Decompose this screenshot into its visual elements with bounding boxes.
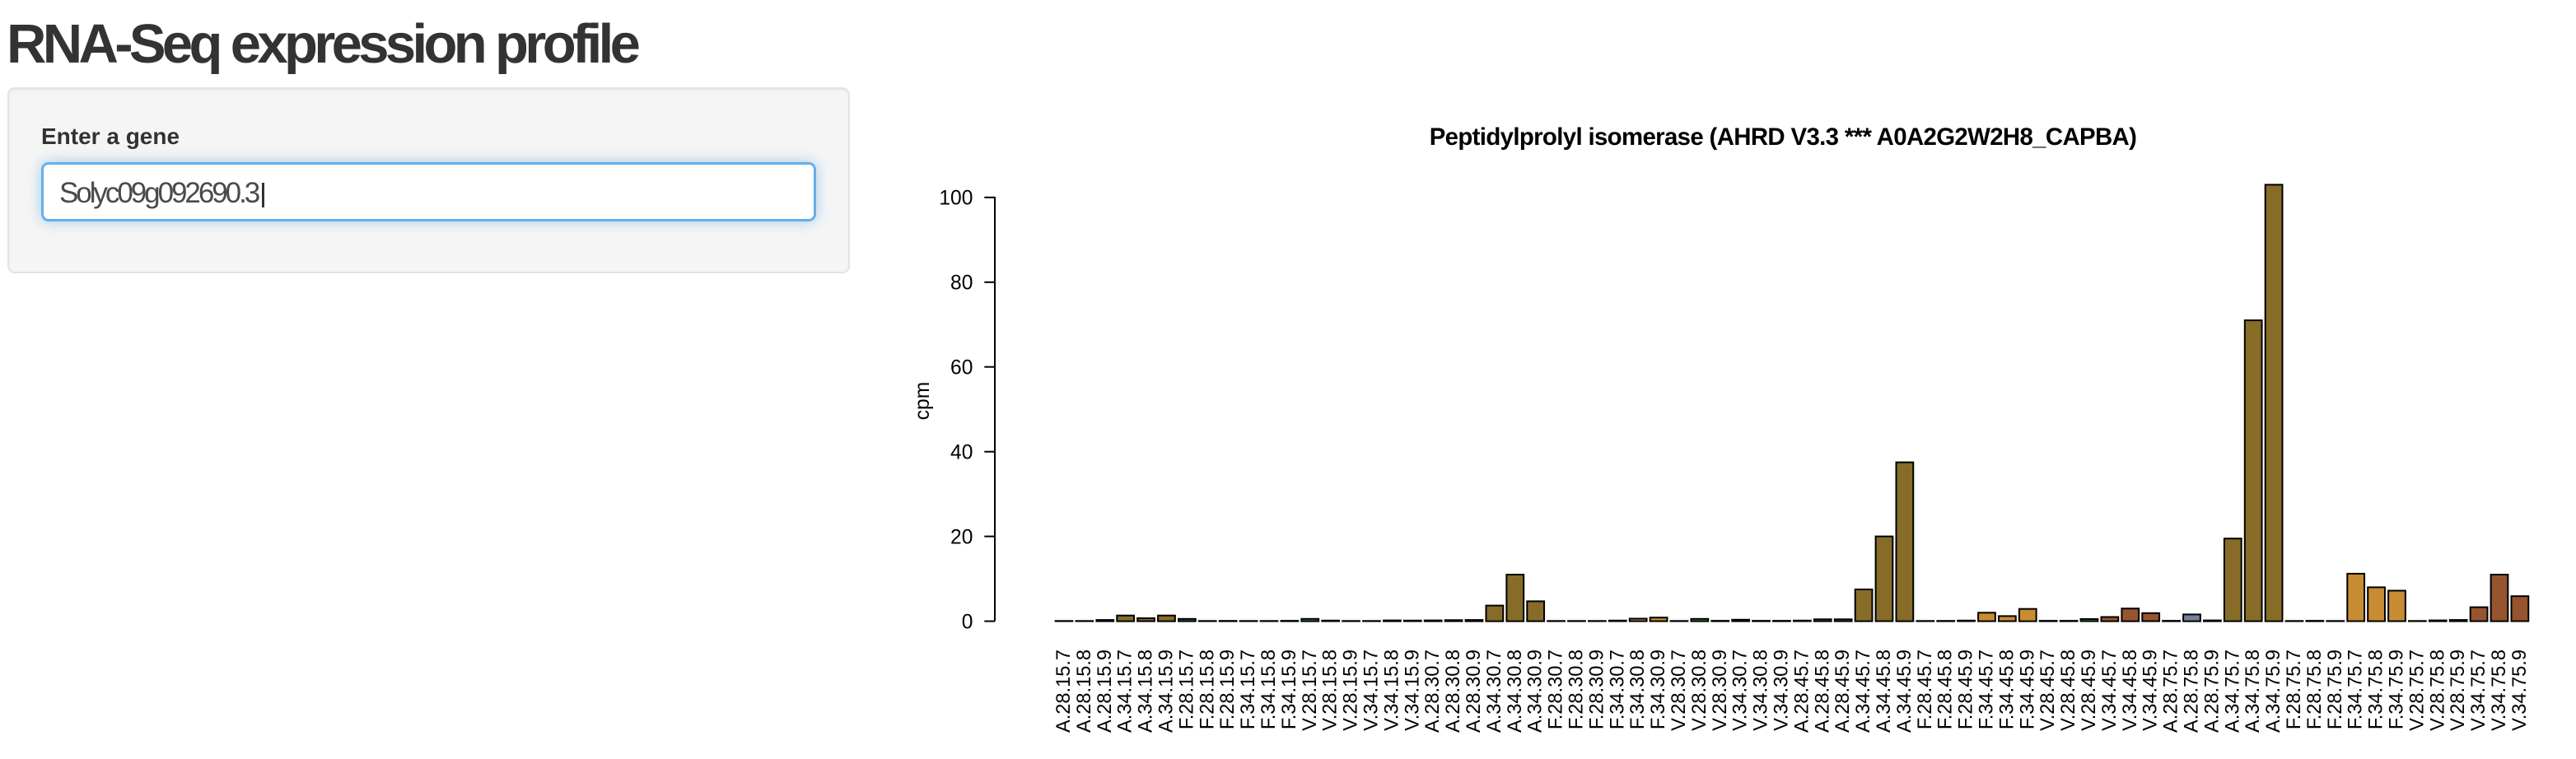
svg-text:F.28.45.9: F.28.45.9 xyxy=(1956,650,1977,729)
svg-text:V.34.45.9: V.34.45.9 xyxy=(2140,650,2162,731)
svg-text:A.34.75.8: A.34.75.8 xyxy=(2242,650,2264,733)
svg-text:A.34.45.7: A.34.45.7 xyxy=(1853,650,1874,733)
svg-text:V.34.75.9: V.34.75.9 xyxy=(2509,650,2531,731)
svg-text:V.34.75.7: V.34.75.7 xyxy=(2468,650,2490,731)
svg-text:A.28.75.8: A.28.75.8 xyxy=(2182,650,2203,733)
svg-text:A.28.30.9: A.28.30.9 xyxy=(1463,650,1485,733)
svg-text:V.28.15.9: V.28.15.9 xyxy=(1341,650,1362,731)
svg-text:F.28.45.7: F.28.45.7 xyxy=(1915,650,1936,729)
svg-text:F.34.15.7: F.34.15.7 xyxy=(1238,650,1259,729)
svg-text:F.34.30.8: F.34.30.8 xyxy=(1627,650,1649,729)
svg-text:60: 60 xyxy=(950,357,973,380)
svg-text:V.34.45.8: V.34.45.8 xyxy=(2120,650,2141,731)
svg-text:V.28.75.7: V.28.75.7 xyxy=(2406,650,2428,731)
svg-text:A.34.15.9: A.34.15.9 xyxy=(1156,650,1178,733)
svg-text:F.28.45.8: F.28.45.8 xyxy=(1935,650,1957,729)
svg-text:F.28.15.8: F.28.15.8 xyxy=(1197,650,1218,729)
svg-text:V.28.15.8: V.28.15.8 xyxy=(1320,650,1342,731)
svg-text:cpm: cpm xyxy=(912,382,934,420)
svg-text:A.28.45.8: A.28.45.8 xyxy=(1812,650,1833,733)
svg-text:V.28.30.8: V.28.30.8 xyxy=(1689,650,1710,731)
svg-text:V.28.45.9: V.28.45.9 xyxy=(2079,650,2100,731)
svg-text:A.28.15.9: A.28.15.9 xyxy=(1094,650,1116,733)
svg-text:F.34.15.8: F.34.15.8 xyxy=(1258,650,1280,729)
svg-text:100: 100 xyxy=(939,188,973,210)
svg-text:F.28.15.7: F.28.15.7 xyxy=(1176,650,1197,729)
svg-text:V.34.30.9: V.34.30.9 xyxy=(1771,650,1793,731)
svg-text:A.28.15.7: A.28.15.7 xyxy=(1053,650,1075,733)
svg-text:F.28.30.7: F.28.30.7 xyxy=(1546,650,1567,729)
svg-text:F.28.75.7: F.28.75.7 xyxy=(2284,650,2305,729)
svg-text:Peptidylprolyl isomerase (AHRD: Peptidylprolyl isomerase (AHRD V3.3 *** … xyxy=(1430,123,2137,151)
svg-text:V.34.45.7: V.34.45.7 xyxy=(2099,650,2121,731)
svg-text:A.28.30.7: A.28.30.7 xyxy=(1422,650,1444,733)
svg-text:V.28.45.8: V.28.45.8 xyxy=(2058,650,2079,731)
svg-text:A.34.30.7: A.34.30.7 xyxy=(1484,650,1505,733)
svg-text:A.28.75.9: A.28.75.9 xyxy=(2201,650,2223,733)
svg-text:F.28.30.9: F.28.30.9 xyxy=(1586,650,1608,729)
svg-text:A.28.30.8: A.28.30.8 xyxy=(1443,650,1464,733)
svg-text:A.34.75.7: A.34.75.7 xyxy=(2222,650,2243,733)
svg-text:V.28.75.9: V.28.75.9 xyxy=(2448,650,2469,731)
svg-text:0: 0 xyxy=(962,611,973,633)
svg-text:A.28.45.7: A.28.45.7 xyxy=(1791,650,1813,733)
svg-text:V.34.75.8: V.34.75.8 xyxy=(2489,650,2510,731)
svg-text:V.34.30.8: V.34.30.8 xyxy=(1751,650,1772,731)
svg-text:A.28.45.9: A.28.45.9 xyxy=(1832,650,1854,733)
svg-text:80: 80 xyxy=(950,272,973,295)
svg-text:F.34.30.7: F.34.30.7 xyxy=(1607,650,1628,729)
svg-text:A.34.15.8: A.34.15.8 xyxy=(1136,650,1157,733)
svg-text:20: 20 xyxy=(950,526,973,548)
svg-text:A.28.75.7: A.28.75.7 xyxy=(2161,650,2182,733)
svg-text:F.34.15.9: F.34.15.9 xyxy=(1279,650,1300,729)
svg-text:F.34.45.8: F.34.45.8 xyxy=(1996,650,2018,729)
svg-text:F.34.45.9: F.34.45.9 xyxy=(2017,650,2038,729)
svg-text:A.34.15.7: A.34.15.7 xyxy=(1115,650,1136,733)
svg-text:F.34.75.9: F.34.75.9 xyxy=(2387,650,2408,729)
svg-text:A.34.45.9: A.34.45.9 xyxy=(1894,650,1916,733)
svg-text:V.34.15.7: V.34.15.7 xyxy=(1361,650,1383,731)
svg-text:V.28.30.7: V.28.30.7 xyxy=(1668,650,1690,731)
svg-text:V.28.45.7: V.28.45.7 xyxy=(2037,650,2059,731)
svg-text:F.28.75.8: F.28.75.8 xyxy=(2304,650,2326,729)
svg-text:F.28.15.9: F.28.15.9 xyxy=(1217,650,1239,729)
svg-text:A.34.30.8: A.34.30.8 xyxy=(1505,650,1526,733)
svg-text:A.28.15.8: A.28.15.8 xyxy=(1074,650,1095,733)
svg-text:A.34.75.9: A.34.75.9 xyxy=(2263,650,2284,733)
svg-text:F.34.75.8: F.34.75.8 xyxy=(2366,650,2387,729)
svg-text:F.28.30.8: F.28.30.8 xyxy=(1566,650,1588,729)
svg-text:A.34.30.9: A.34.30.9 xyxy=(1525,650,1547,733)
svg-text:F.34.75.7: F.34.75.7 xyxy=(2345,650,2367,729)
svg-text:F.34.30.9: F.34.30.9 xyxy=(1648,650,1669,729)
svg-text:40: 40 xyxy=(950,442,973,464)
svg-text:F.28.75.9: F.28.75.9 xyxy=(2325,650,2346,729)
svg-text:F.34.45.7: F.34.45.7 xyxy=(1976,650,1998,729)
svg-text:V.28.75.8: V.28.75.8 xyxy=(2427,650,2448,731)
svg-text:V.34.15.8: V.34.15.8 xyxy=(1381,650,1402,731)
svg-text:V.28.30.9: V.28.30.9 xyxy=(1710,650,1731,731)
svg-text:V.34.15.9: V.34.15.9 xyxy=(1402,650,1423,731)
svg-text:V.34.30.7: V.34.30.7 xyxy=(1730,650,1752,731)
svg-text:A.34.45.8: A.34.45.8 xyxy=(1874,650,1895,733)
svg-text:V.28.15.7: V.28.15.7 xyxy=(1300,650,1321,731)
